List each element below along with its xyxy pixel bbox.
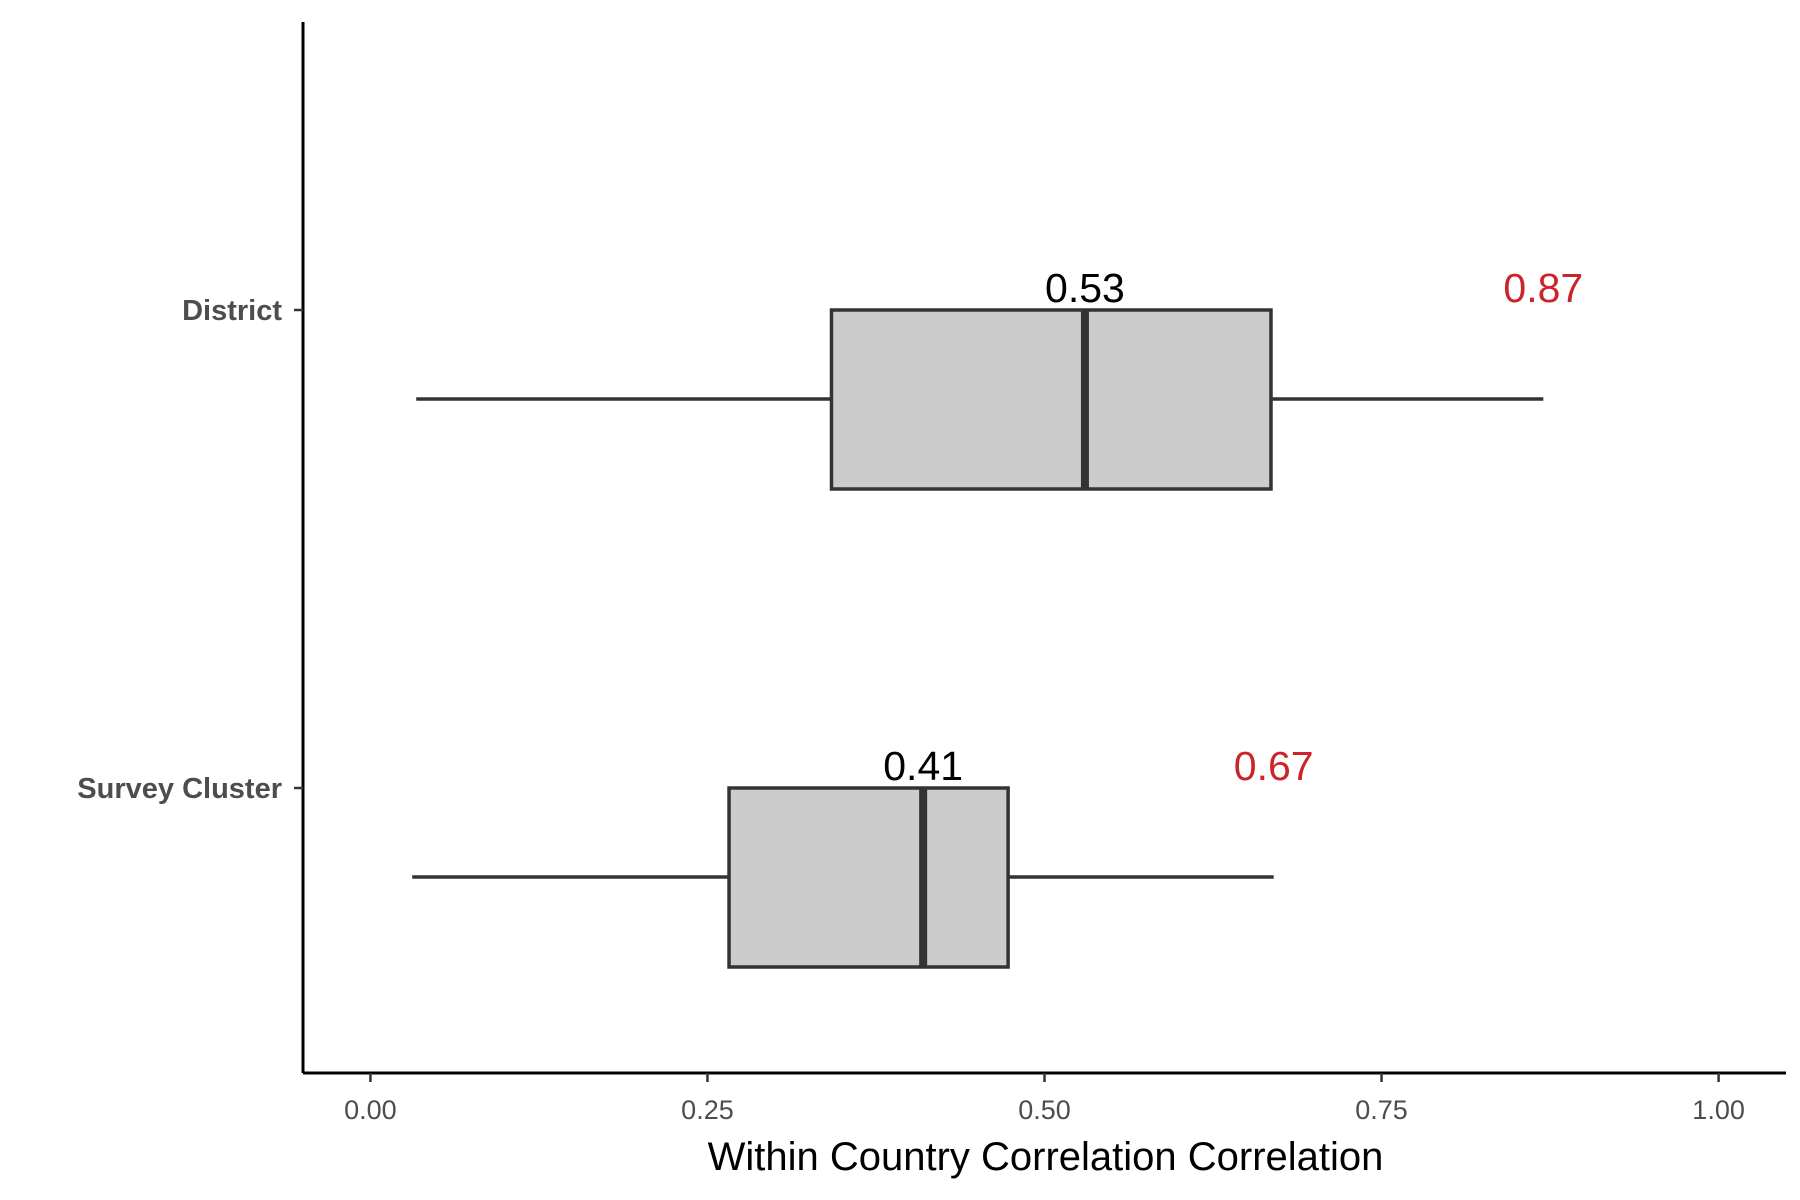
median-label: 0.53 — [1045, 265, 1125, 311]
x-tick-label: 0.75 — [1355, 1095, 1408, 1125]
category-label: District — [182, 295, 282, 327]
iqr-box — [727, 786, 1010, 969]
y-ticks: District Survey Cluster — [77, 295, 303, 805]
x-tick-label: 0.50 — [1018, 1095, 1071, 1125]
max-label: 0.67 — [1234, 743, 1314, 789]
median-label: 0.41 — [883, 743, 963, 789]
box-group: 0.53 0.87 — [416, 265, 1583, 491]
max-label: 0.87 — [1503, 265, 1583, 311]
x-axis-title: Within Country Correlation Correlation — [708, 1135, 1384, 1179]
category-label: Survey Cluster — [77, 773, 282, 805]
x-tick-label: 0.25 — [681, 1095, 734, 1125]
x-tick-label: 0.00 — [344, 1095, 397, 1125]
boxes: 0.53 0.87 0.41 0.67 — [412, 265, 1583, 969]
iqr-box — [829, 308, 1273, 491]
x-ticks: 0.00 0.25 0.50 0.75 1.00 — [344, 1073, 1745, 1125]
box-group: 0.41 0.67 — [412, 743, 1314, 969]
x-tick-label: 1.00 — [1692, 1095, 1745, 1125]
